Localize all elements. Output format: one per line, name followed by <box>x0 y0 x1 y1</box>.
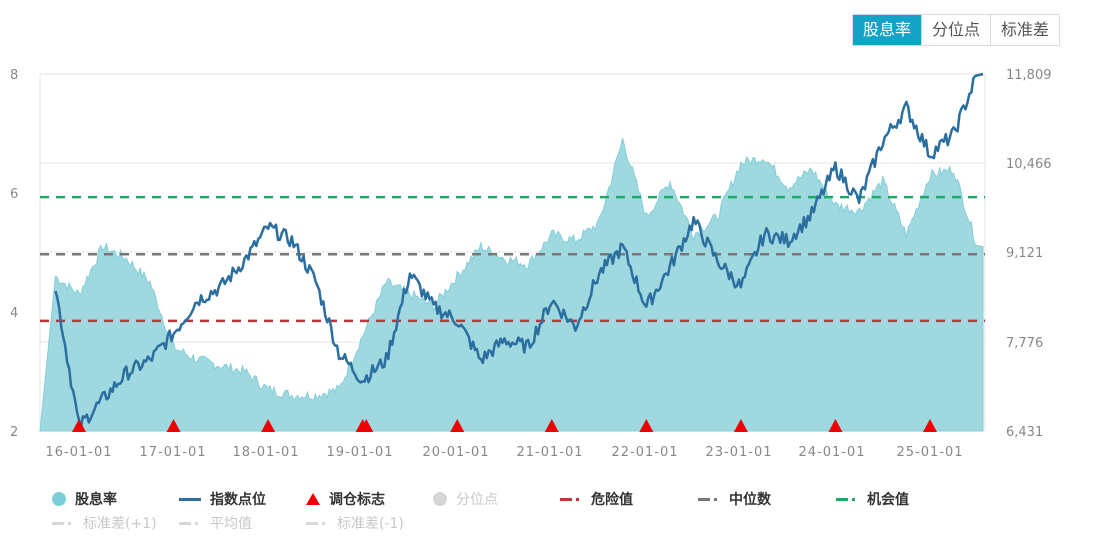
x-tick: 23-01-01 <box>705 445 772 460</box>
x-tick: 17-01-01 <box>139 445 206 460</box>
x-tick: 20-01-01 <box>422 445 489 460</box>
y-left-tick: 6 <box>10 187 18 202</box>
dividend-yield-area <box>39 138 984 432</box>
x-tick: 24-01-01 <box>798 445 865 460</box>
chart-canvas: 8 6 4 2 11,809 10,466 9,121 7,776 6,431 … <box>10 68 1052 460</box>
legend-opportunity-value[interactable]: 机会值 <box>836 489 963 509</box>
dash-line-icon <box>306 521 328 525</box>
legend-danger-value[interactable]: 危险值 <box>560 489 698 509</box>
rebalance-markers <box>72 419 937 432</box>
x-tick: 19-01-01 <box>326 445 393 460</box>
dash-line-icon <box>698 497 720 501</box>
y-left-tick: 4 <box>10 306 18 321</box>
legend-row-2: 标准差(+1) 平均值 标准差(-1) <box>52 511 1052 535</box>
x-tick: 21-01-01 <box>516 445 583 460</box>
y-left-tick: 8 <box>10 68 18 83</box>
y-right-tick: 9,121 <box>1006 246 1043 261</box>
tab-dividend-yield[interactable]: 股息率 <box>853 15 922 45</box>
y-right-tick: 10,466 <box>1006 157 1052 172</box>
left-axis: 8 6 4 2 <box>10 68 18 440</box>
x-tick: 18-01-01 <box>232 445 299 460</box>
dash-line-icon <box>52 521 74 525</box>
y-right-tick: 6,431 <box>1006 425 1043 440</box>
legend-std-minus-1[interactable]: 标准差(-1) <box>306 513 433 533</box>
x-tick: 16-01-01 <box>45 445 112 460</box>
legend-percentile[interactable]: 分位点 <box>433 489 560 509</box>
tab-percentile[interactable]: 分位点 <box>921 15 991 45</box>
x-tick: 22-01-01 <box>611 445 678 460</box>
dash-line-icon <box>179 521 201 525</box>
x-tick: 25-01-01 <box>896 445 963 460</box>
legend-dividend-yield[interactable]: 股息率 <box>52 489 179 509</box>
dash-line-icon <box>836 497 858 501</box>
tab-std-dev[interactable]: 标准差 <box>990 15 1060 45</box>
legend-average[interactable]: 平均值 <box>179 513 306 533</box>
legend-rebalance-marker[interactable]: 调仓标志 <box>306 489 433 509</box>
triangle-icon <box>306 493 320 505</box>
legend-index-level[interactable]: 指数点位 <box>179 489 306 509</box>
x-axis: 16-01-01 17-01-01 18-01-01 19-01-01 20-0… <box>45 445 963 460</box>
dash-line-icon <box>560 497 582 501</box>
legend-row-1: 股息率 指数点位 调仓标志 分位点 危险值 中位数 机会值 <box>52 487 1052 511</box>
reference-lines <box>40 195 985 323</box>
y-right-tick: 7,776 <box>1006 336 1043 351</box>
line-icon <box>179 497 201 501</box>
circle-icon <box>52 492 66 506</box>
legend-std-plus-1[interactable]: 标准差(+1) <box>52 513 179 533</box>
right-axis: 11,809 10,466 9,121 7,776 6,431 <box>1006 68 1052 440</box>
chart-legend: 股息率 指数点位 调仓标志 分位点 危险值 中位数 机会值 标准差 <box>52 487 1052 535</box>
circle-icon <box>433 492 447 506</box>
y-left-tick: 2 <box>10 425 18 440</box>
legend-median[interactable]: 中位数 <box>698 489 836 509</box>
y-right-tick: 11,809 <box>1006 68 1052 83</box>
metric-tabs: 股息率 分位点 标准差 <box>852 14 1061 46</box>
index-line <box>54 72 984 429</box>
